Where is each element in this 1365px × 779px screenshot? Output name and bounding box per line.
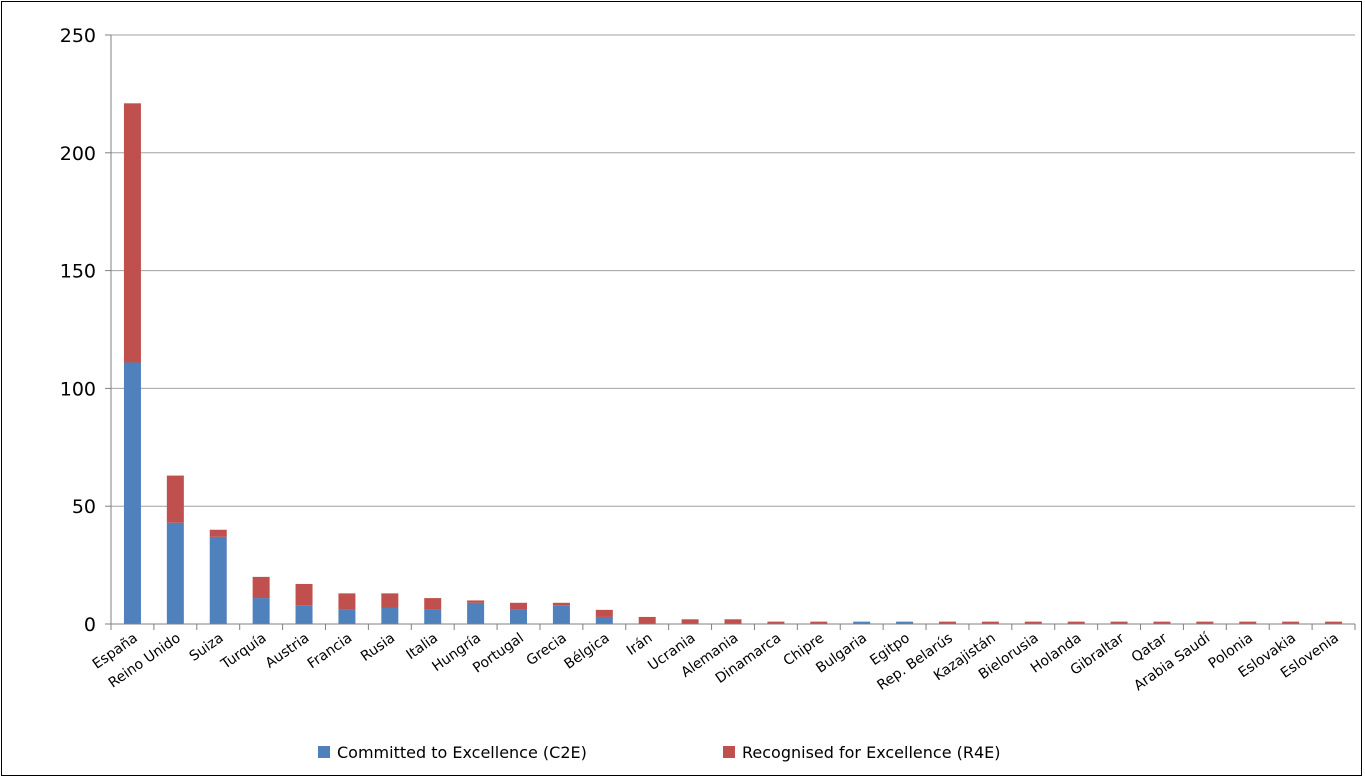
bar-r4e [810, 621, 828, 624]
bar-r4e [467, 600, 485, 603]
bar-c2e [467, 602, 485, 624]
legend: Committed to Excellence (C2E) Recognised … [318, 743, 1001, 762]
bar-c2e [896, 621, 914, 624]
bar-c2e [295, 605, 313, 624]
bar-r4e [510, 602, 528, 610]
bar-r4e [724, 619, 742, 624]
y-tick-label: 50 [72, 496, 96, 518]
bar-r4e [1325, 621, 1343, 624]
x-tick-label: Bélgica [562, 630, 613, 672]
y-tick-label: 200 [60, 143, 96, 165]
bar-c2e [424, 609, 442, 624]
y-tick-label: 0 [84, 614, 96, 636]
bar-c2e [381, 607, 399, 624]
bar-c2e [552, 605, 570, 624]
bar-r4e [1196, 621, 1214, 624]
x-tick-label: Francia [305, 630, 355, 672]
bar-r4e [1110, 621, 1128, 624]
bar-r4e [338, 593, 356, 610]
bar-c2e [338, 609, 356, 624]
bar-r4e [1239, 621, 1257, 624]
bar-c2e [166, 522, 184, 624]
bar-r4e [166, 475, 184, 523]
bar-c2e [595, 616, 613, 624]
y-axis-tick-labels: 0 50 100 150 200 250 [60, 25, 96, 636]
legend-label: Recognised for Excellence (R4E) [742, 743, 1001, 762]
bar-c2e [252, 598, 270, 624]
x-tick-label: Grecia [524, 630, 570, 669]
bar-r4e [681, 619, 699, 624]
bar-r4e [1067, 621, 1085, 624]
legend-swatch [723, 746, 735, 758]
legend-swatch [318, 746, 330, 758]
bar-r4e [595, 609, 613, 617]
y-tick-label: 100 [60, 378, 96, 400]
bar-c2e [853, 621, 871, 624]
bar-r4e [938, 621, 956, 624]
bar-c2e [123, 362, 141, 624]
x-tick-label: Austria [263, 630, 313, 671]
bar-r4e [767, 621, 785, 624]
gridlines [105, 34, 1355, 625]
bar-r4e [638, 616, 656, 624]
bar-r4e [424, 598, 442, 610]
legend-label: Committed to Excellence (C2E) [337, 743, 587, 762]
axes [110, 35, 1356, 630]
bar-r4e [552, 602, 570, 606]
bar-r4e [1282, 621, 1300, 624]
bar-r4e [209, 529, 227, 537]
bar-c2e [209, 536, 227, 624]
bar-r4e [1024, 621, 1042, 624]
x-tick-label: Turquía [218, 630, 270, 673]
bar-r4e [381, 593, 399, 608]
bar-r4e [1153, 621, 1171, 624]
bars [123, 103, 1343, 624]
x-tick-label: Rusia [358, 630, 398, 665]
bar-c2e [510, 609, 528, 624]
y-tick-label: 250 [60, 25, 96, 47]
bar-r4e [295, 583, 313, 606]
bar-r4e [981, 621, 999, 624]
bar-r4e [252, 576, 270, 599]
bar-r4e [123, 103, 141, 363]
x-tick-label: Irán [624, 630, 656, 659]
y-tick-label: 150 [60, 261, 96, 283]
